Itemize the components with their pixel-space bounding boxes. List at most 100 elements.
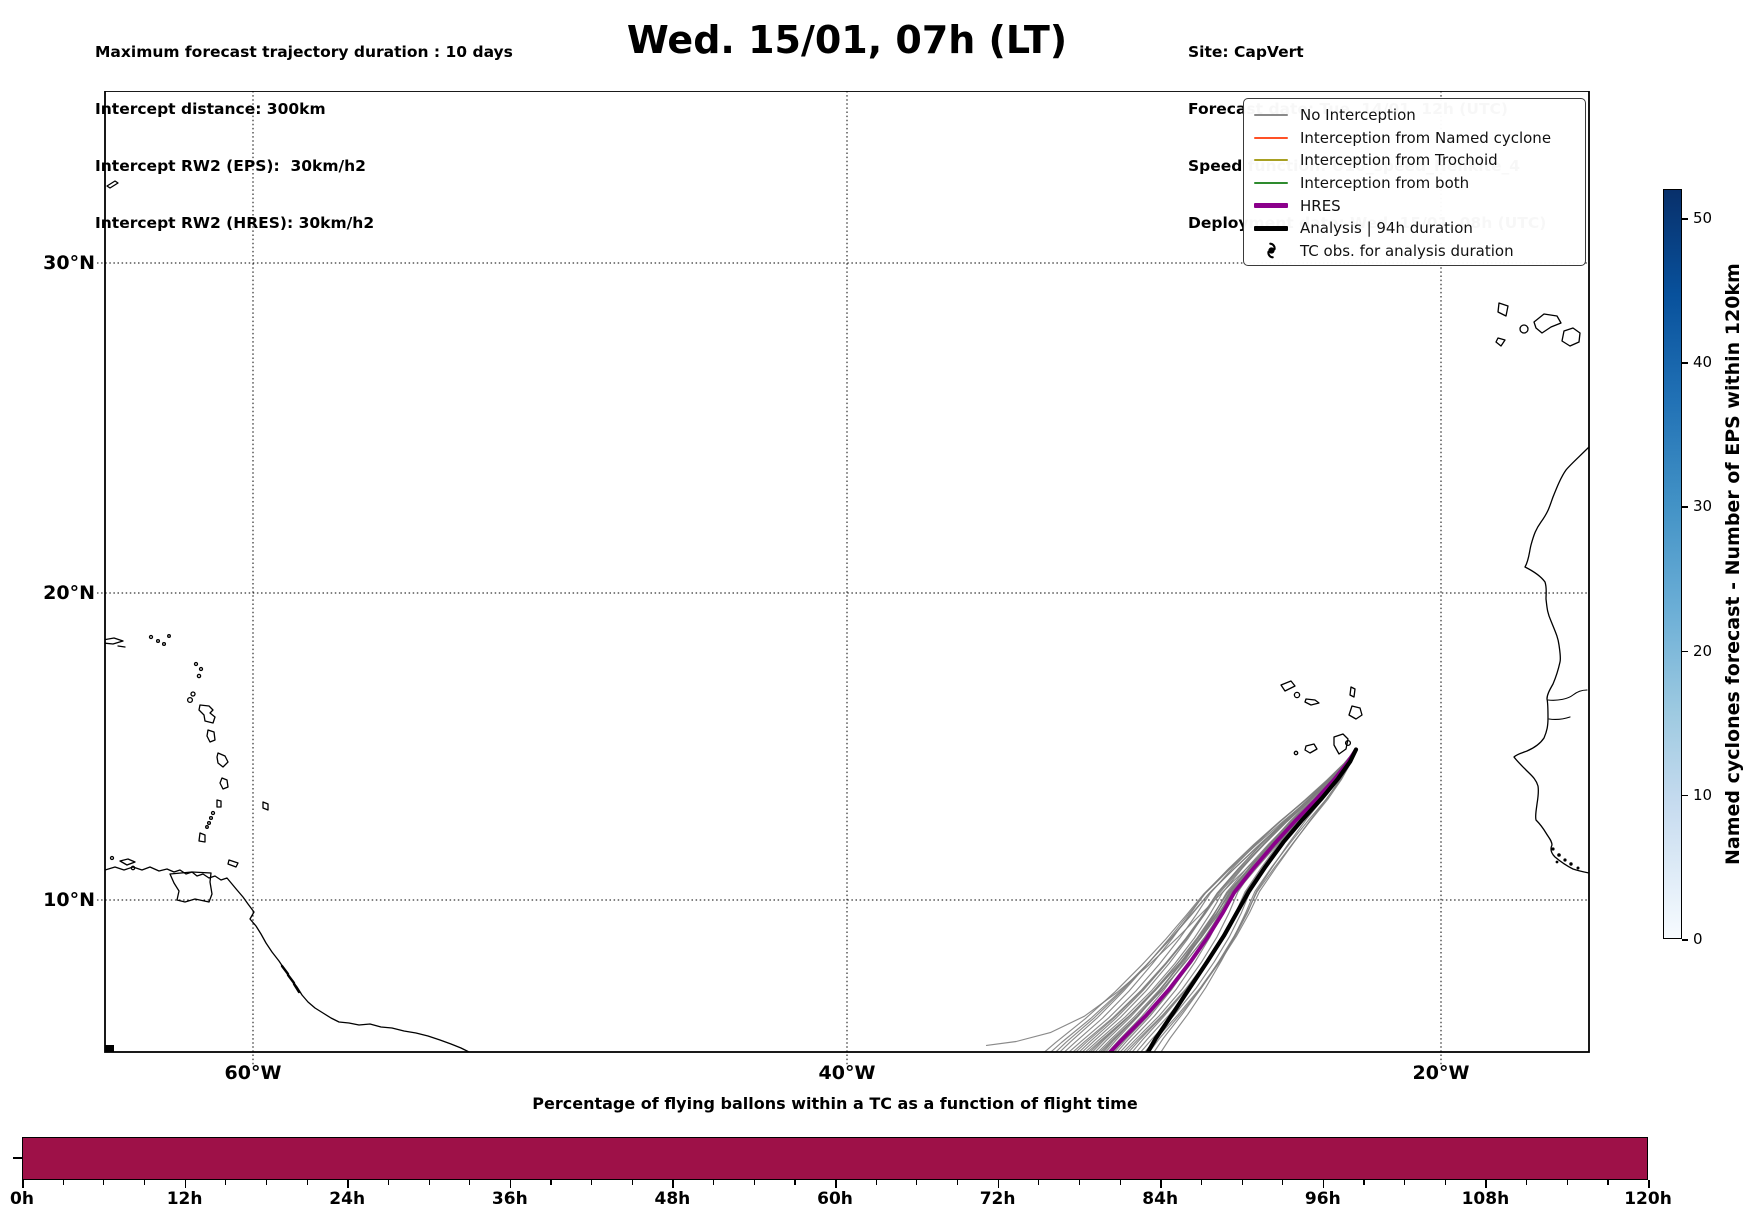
eps-colorbar [1663,189,1682,939]
legend-line-swatch [1254,159,1288,162]
flight-xtick-mark [1160,1180,1162,1188]
flight-xtick-label: 72h [979,1189,1016,1209]
flight-xtick-mark [794,1180,796,1185]
colorbar-title: Named cyclones forecast - Number of EPS … [1722,263,1744,865]
legend-item-3: Interception from both [1254,172,1577,195]
flight-xtick-label: 12h [166,1189,203,1209]
flight-xtick-label: 60h [817,1189,853,1209]
page-title: Wed. 15/01, 07h (LT) [626,18,1068,62]
flight-xtick-mark [1444,1180,1446,1185]
flight-xtick-mark [591,1180,593,1185]
colorbar-tick-label: 40 [1693,353,1713,372]
flight-xtick-mark [1078,1180,1081,1185]
flight-xtick-mark [1200,1180,1203,1185]
legend-label: Interception from Trochoid [1300,151,1498,170]
colorbar-tick-mark [1682,218,1688,220]
flight-xtick-mark [469,1180,471,1185]
bijagos-islets [1551,847,1580,870]
cape-verde-islands [1280,680,1363,756]
africa-coast [1513,446,1589,874]
coastlines [105,180,1589,1052]
flight-xtick-mark [347,1180,349,1188]
map-xtick-label: 20°W [1412,1062,1470,1084]
site-text: Site: CapVert [1188,43,1304,61]
flight-xtick-mark [509,1180,512,1188]
flight-xtick-mark [631,1180,633,1185]
flight-xtick-mark [1241,1180,1243,1185]
flight-xtick-label: 0h [10,1189,34,1209]
flight-xtick-mark [875,1180,877,1185]
legend-label: Interception from Named cyclone [1300,128,1552,147]
main-trajectories [1107,747,1359,1052]
map-xtick-label: 60°W [224,1062,282,1084]
max-duration-text: Maximum forecast trajectory duration : 1… [95,43,513,61]
legend-item-5: Analysis | 94h duration [1254,217,1577,240]
flight-xtick-mark [1038,1180,1040,1185]
flight-xtick-label: 84h [1142,1189,1179,1209]
flight-xtick-mark [1566,1180,1568,1185]
map-border [104,91,1590,1053]
corner-land [105,1045,114,1052]
colorbar-tick-label: 30 [1693,497,1713,516]
flight-xtick-mark [428,1180,430,1185]
flight-xtick-label: 24h [329,1189,366,1209]
flight-xtick-mark [265,1180,268,1185]
colorbar-tick-label: 50 [1693,209,1713,227]
flight-xtick-mark [1322,1180,1325,1188]
south-america-coast [105,866,470,1052]
canary-islands [1495,302,1581,347]
legend-label: Interception from both [1300,174,1470,193]
legend-label: TC obs. for analysis duration [1300,241,1514,260]
flight-xtick-label: 36h [491,1189,528,1209]
flight-xtick-mark [1404,1180,1406,1185]
flight-xtick-mark [753,1180,755,1185]
legend-label: HRES [1300,196,1341,215]
map-ytick-label: 20°N [43,582,95,604]
flight-xtick-mark [22,1180,24,1188]
map-ytick-label: 10°N [43,889,95,911]
tc-cyclone-icon [1254,242,1288,259]
map-legend: No Interception Interception from Named c… [1243,98,1586,266]
colorbar-tick-mark [1682,362,1688,364]
flight-xtick-mark [1526,1180,1528,1185]
flight-xtick-mark [672,1180,674,1188]
legend-label: No Interception [1300,106,1416,125]
legend-line-swatch [1254,136,1288,139]
intercept-rw2-eps-text: Intercept RW2 (EPS): 30km/h2 [95,157,366,175]
intercept-distance-text: Intercept distance: 300km [95,100,326,118]
flight-xtick-mark [184,1180,187,1188]
flight-xtick-mark [713,1180,715,1185]
legend-item-6: TC obs. for analysis duration [1254,240,1577,263]
flight-xtick-mark [1363,1180,1365,1185]
legend-line-swatch [1254,182,1288,185]
flight-xtick-mark [1607,1180,1609,1185]
trajectory-map [97,91,1590,1066]
legend-line-swatch [1254,225,1288,231]
colorbar-tick-label: 10 [1693,785,1713,804]
orinoco-delta [280,964,301,994]
flight-xtick-mark [997,1180,1000,1188]
flight-xtick-mark [550,1180,552,1185]
legend-line-swatch [1254,203,1288,209]
flight-xtick-label: 108h [1461,1189,1510,1209]
map-xtick-label: 40°W [818,1062,876,1084]
flight-xtick-mark [103,1180,105,1185]
colorbar-tick-mark [1682,506,1688,508]
flight-xtick-label: 96h [1304,1189,1341,1209]
flight-xtick-mark [387,1180,390,1185]
map-ytick-label: 30°N [43,252,95,274]
colorbar-tick-mark [1682,650,1688,653]
legend-item-0: No Interception [1254,104,1577,127]
legend-line-swatch [1254,114,1288,117]
flight-xtick-mark [916,1180,918,1185]
antilles-islands [105,634,269,903]
colorbar-tick-label: 20 [1693,641,1713,660]
flight-xtick-mark [306,1180,308,1185]
colorbar-tick-mark [1682,939,1688,941]
flight-xtick-mark [225,1180,227,1185]
bermuda [106,180,119,189]
legend-item-2: Interception from Trochoid [1254,149,1577,172]
flight-percentage-bar [22,1137,1648,1180]
flight-xtick-mark [1485,1180,1487,1188]
